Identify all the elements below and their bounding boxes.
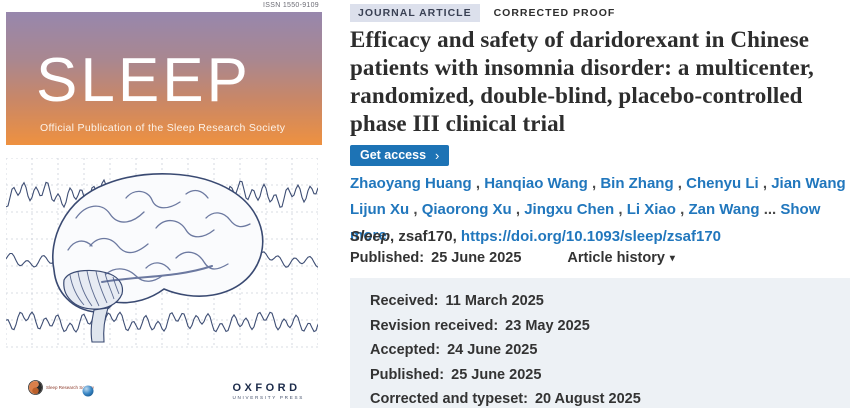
get-access-button[interactable]: Get access ›: [350, 145, 450, 166]
journal-title: SLEEP: [36, 46, 251, 115]
cover-brain-illustration: [6, 158, 318, 348]
globe-logo: [82, 384, 94, 402]
srs-swirl-icon: [28, 380, 43, 395]
journal-cover-image: ISSN 1550-9109 SLEEP Official Publicatio…: [0, 0, 335, 408]
oxford-university-press-logo: OXFORD UNIVERSITY PRESS: [232, 382, 304, 400]
article-type-badge: JOURNAL ARTICLE: [350, 4, 480, 22]
sleep-research-society-logo: Sleep Research Society: [28, 380, 94, 395]
author-separator: ,: [675, 201, 689, 218]
author-link[interactable]: Qiaorong Xu: [421, 201, 512, 218]
brain-sketch: [52, 173, 264, 343]
show-more-link[interactable]: Show more: [350, 201, 821, 244]
author-separator: ,: [614, 201, 627, 218]
author-link[interactable]: Zhaoyang Huang: [350, 175, 472, 192]
history-label: Corrected and typeset:: [370, 391, 528, 407]
doi-link[interactable]: https://doi.org/10.1093/sleep/zsaf170: [460, 228, 722, 245]
history-row: Published: 25 June 2025: [370, 363, 830, 388]
cover-banner: SLEEP Official Publication of the Sleep …: [6, 12, 322, 145]
article-title: Efficacy and safety of daridorexant in C…: [350, 27, 814, 136]
author-list: Zhaoyang Huang , Hanqiao Wang , Bin Zhan…: [350, 171, 850, 249]
author-link[interactable]: Jingxu Chen: [524, 201, 615, 218]
history-row: Accepted: 24 June 2025: [370, 338, 830, 363]
journal-tagline: Official Publication of the Sleep Resear…: [40, 122, 286, 134]
author-separator: ,: [471, 175, 485, 192]
author-separator: ,: [587, 175, 601, 192]
history-label: Revision received:: [370, 317, 499, 334]
author-link[interactable]: Li Xiao: [626, 201, 676, 218]
chevron-right-icon: ›: [435, 147, 440, 163]
history-value: 24 June 2025: [447, 342, 538, 358]
history-value: 11 March 2025: [445, 293, 544, 309]
history-label: Received:: [370, 293, 439, 309]
oxford-wordmark: OXFORD: [232, 382, 301, 394]
author-link[interactable]: Lijun Xu: [350, 201, 410, 218]
issn-number: ISSN 1550-9109: [263, 2, 319, 9]
citation-line: Sleep, zsaf170, https://doi.org/10.1093/…: [350, 228, 721, 245]
badge-row: JOURNAL ARTICLE CORRECTED PROOF: [350, 4, 615, 22]
article-meta-panel: JOURNAL ARTICLE CORRECTED PROOF Efficacy…: [350, 0, 850, 408]
globe-icon: [82, 385, 94, 397]
srs-logo-text: Sleep Research Society: [46, 384, 95, 390]
author-link[interactable]: Chenyu Li: [686, 175, 759, 192]
cover-footer: Sleep Research Society OXFORD UNIVERSITY…: [6, 372, 322, 408]
history-row: Received: 11 March 2025: [370, 289, 830, 314]
brain-eeg-art: [6, 158, 318, 348]
author-link[interactable]: Jian Wang: [771, 175, 846, 192]
caret-down-icon: ▾: [669, 253, 675, 264]
history-row: Revision received: 23 May 2025: [370, 314, 830, 339]
history-value: 20 August 2025: [534, 391, 641, 407]
get-access-label: Get access: [360, 148, 427, 162]
author-link[interactable]: Zan Wang: [688, 201, 760, 218]
history-label: Published:: [370, 366, 445, 383]
published-label: Published:: [350, 250, 425, 266]
published-date: 25 June 2025: [431, 250, 522, 266]
corrected-proof-badge: CORRECTED PROOF: [493, 7, 616, 19]
history-value: 23 May 2025: [505, 317, 590, 334]
citation-id: , zsaf170,: [390, 228, 461, 245]
history-row: Corrected and typeset: 20 August 2025: [370, 387, 830, 408]
history-value: 25 June 2025: [451, 366, 542, 383]
author-separator: ,: [409, 201, 422, 218]
oxford-sub-wordmark: UNIVERSITY PRESS: [232, 395, 304, 400]
article-history-box: Received: 11 March 2025 Revision received:…: [350, 278, 850, 408]
article-history-toggle[interactable]: Article history ▾: [567, 250, 675, 266]
published-row: Published: 25 June 2025 Article history ▾: [350, 250, 675, 266]
author-separator: ,: [673, 175, 687, 192]
author-separator: ,: [511, 201, 525, 218]
journal-name-italic: Sleep: [350, 228, 391, 245]
authors-ellipsis: ...: [759, 201, 781, 218]
author-link[interactable]: Hanqiao Wang: [484, 175, 588, 192]
author-separator: ,: [846, 175, 850, 192]
author-link[interactable]: Bin Zhang: [600, 175, 674, 192]
article-history-label: Article history: [567, 250, 665, 266]
history-label: Accepted:: [370, 342, 441, 358]
author-separator: ,: [758, 175, 772, 192]
